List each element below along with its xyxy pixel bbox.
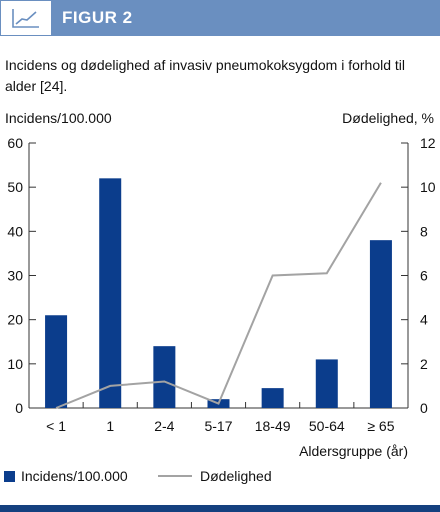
y-tick-label-left: 60 — [7, 135, 23, 151]
y-tick-label-left: 20 — [7, 312, 23, 328]
y-axis-label-right: Dødelighed, % — [342, 110, 434, 126]
y-tick-label-left: 30 — [7, 268, 23, 284]
legend-swatch-bar — [4, 470, 15, 482]
y-axis-label-left: Incidens/100.000 — [5, 110, 112, 126]
bar — [261, 388, 284, 408]
figure-label: FIGUR 2 — [62, 8, 133, 27]
line-chart-icon — [0, 0, 52, 36]
legend-swatch-line — [158, 475, 192, 477]
figure-label-box: FIGUR 2 — [52, 0, 440, 36]
y-tick-label-left: 50 — [7, 179, 23, 195]
bar — [153, 346, 176, 408]
y-tick-label-right: 12 — [420, 135, 436, 151]
x-tick-label: ≥ 65 — [367, 418, 394, 434]
bar — [99, 178, 122, 408]
legend-label-incidens: Incidens/100.000 — [21, 468, 128, 484]
bar — [369, 240, 392, 408]
x-tick-label: 50-64 — [309, 418, 345, 434]
y-tick-label-left: 40 — [7, 223, 23, 239]
y-tick-label-right: 0 — [420, 400, 428, 416]
x-tick-label: 1 — [106, 418, 114, 434]
y-tick-label-right: 2 — [420, 356, 428, 372]
bottom-rule — [0, 505, 440, 512]
chart-title: Incidens og dødelighed af invasiv pneumo… — [5, 57, 406, 94]
bar — [45, 315, 68, 408]
y-tick-label-right: 4 — [420, 312, 428, 328]
y-tick-label-right: 6 — [420, 268, 428, 284]
legend-label-dodelighed: Dødelighed — [200, 468, 272, 484]
y-tick-label-right: 8 — [420, 223, 428, 239]
x-tick-label: 18-49 — [255, 418, 291, 434]
y-tick-label-right: 10 — [420, 179, 436, 195]
y-tick-label-left: 10 — [7, 356, 23, 372]
chart-legend: Incidens/100.000 Dødelighed — [4, 468, 434, 488]
x-tick-label: 5-17 — [204, 418, 232, 434]
x-tick-label: < 1 — [46, 418, 66, 434]
x-tick-label: 2-4 — [154, 418, 174, 434]
chart-plot: 0 10 20 30 40 50 60 0 2 4 6 8 10 12 < 1 1 2-4 5-17 18-49 50… — [7, 135, 436, 459]
legend-item-incidens: Incidens/100.000 — [4, 468, 128, 484]
bar — [315, 359, 338, 408]
x-axis-label: Aldersgruppe (år) — [299, 443, 408, 459]
legend-item-dodelighed: Dødelighed — [158, 468, 272, 484]
y-tick-label-left: 0 — [15, 400, 23, 416]
figure-header: FIGUR 2 — [0, 0, 440, 36]
